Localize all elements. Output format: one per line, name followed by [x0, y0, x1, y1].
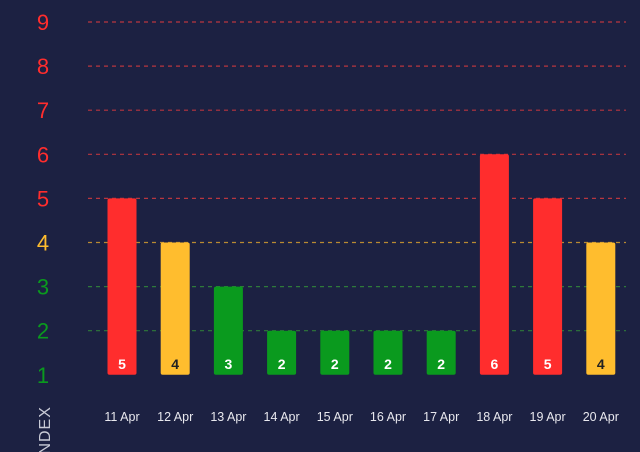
bars: 5 4 3 2 2 2 2 6 5 4 — [107, 154, 616, 375]
bar-13-apr — [213, 286, 243, 375]
x-tick-label: 12 Apr — [157, 410, 193, 424]
x-tick-label: 19 Apr — [530, 410, 566, 424]
bar-value-label: 5 — [544, 356, 552, 372]
y-tick-label-9: 9 — [37, 10, 49, 35]
bar-15-apr — [320, 330, 350, 375]
x-axis-ticks: 11 Apr 12 Apr 13 Apr 14 Apr 15 Apr 16 Apr 17 A… — [104, 410, 618, 424]
bar-16-apr — [373, 330, 403, 375]
x-tick-label: 13 Apr — [210, 410, 246, 424]
x-tick-label: 20 Apr — [583, 410, 619, 424]
bar-11-apr — [107, 198, 137, 375]
bar-17-apr — [426, 330, 456, 375]
bar-14-apr — [267, 330, 297, 375]
y-tick-label-1: 1 — [37, 363, 49, 388]
y-tick-label-8: 8 — [37, 54, 49, 79]
y-tick-label-7: 7 — [37, 98, 49, 123]
y-tick-label-6: 6 — [37, 142, 49, 167]
bar-value-label: 2 — [437, 356, 445, 372]
bar-value-label: 6 — [491, 356, 499, 372]
y-axis-ticks: 1 2 3 4 5 6 7 8 9 — [37, 10, 49, 388]
bar-value-label: 2 — [331, 356, 339, 372]
x-tick-label: 18 Apr — [476, 410, 512, 424]
bar-20-apr — [586, 242, 616, 375]
bar-18-apr — [479, 154, 509, 375]
bar-value-label: 4 — [597, 356, 605, 372]
x-tick-label: 16 Apr — [370, 410, 406, 424]
bar-value-label: 5 — [118, 356, 126, 372]
bar-12-apr — [160, 242, 190, 375]
x-tick-label: 14 Apr — [264, 410, 300, 424]
y-tick-label-5: 5 — [37, 186, 49, 211]
bar-value-label: 2 — [384, 356, 392, 372]
bar-value-label: 3 — [225, 356, 233, 372]
bar-value-label: 4 — [171, 356, 179, 372]
x-tick-label: 17 Apr — [423, 410, 459, 424]
x-tick-label: 11 Apr — [104, 410, 139, 424]
bar-19-apr — [533, 198, 563, 375]
x-tick-label: 15 Apr — [317, 410, 353, 424]
y-tick-label-4: 4 — [37, 231, 49, 256]
bar-value-label: 2 — [278, 356, 286, 372]
y-tick-label-2: 2 — [37, 319, 49, 344]
y-axis-label: INDEX — [37, 406, 54, 452]
y-tick-label-3: 3 — [37, 275, 49, 300]
